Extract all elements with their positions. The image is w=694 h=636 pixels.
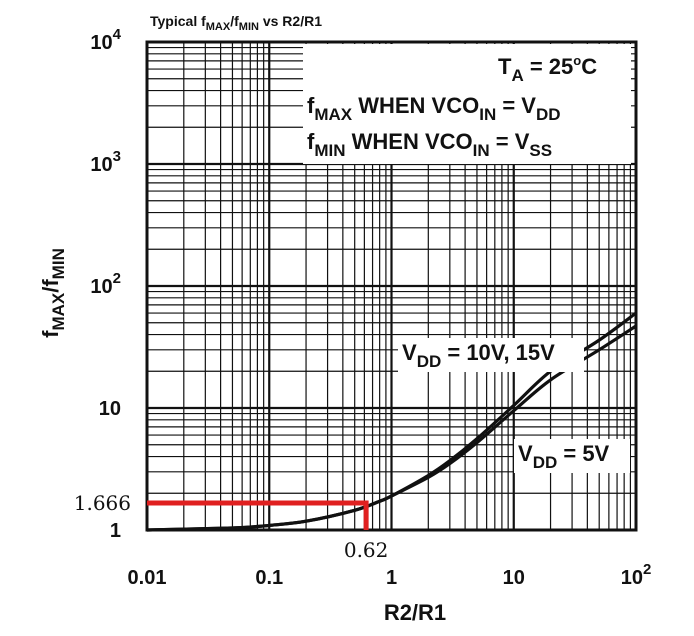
series-label-vdd-5v: VDD = 5V bbox=[518, 441, 610, 472]
y-tick-label: 1 bbox=[110, 520, 121, 542]
x-tick-label: 1 bbox=[386, 567, 397, 589]
marker-group: 0.62 1.666 bbox=[74, 491, 389, 562]
x-tick-labels: 0.01 0.1 1 10 102 bbox=[128, 561, 652, 589]
y-tick-label: 102 bbox=[90, 270, 121, 298]
y-axis-label: fMAX/fMIN bbox=[38, 248, 68, 338]
chart-title: Typical fMAX/fMIN vs R2/R1 bbox=[150, 13, 322, 33]
series-line-2 bbox=[146, 324, 637, 532]
marker-y-label: 1.666 bbox=[74, 491, 131, 515]
x-tick-label: 0.01 bbox=[128, 567, 167, 589]
series-label-bg-2 bbox=[514, 439, 630, 473]
series-label-vdd-10v-15v: VDD = 10V, 15V bbox=[402, 340, 555, 371]
y-tick-labels: 1 10 102 103 104 bbox=[90, 26, 121, 542]
y-tick-label: 104 bbox=[90, 26, 121, 54]
legend-fmin-condition: fMIN WHEN VCOIN = VSS bbox=[307, 129, 552, 160]
legend-temp-bg bbox=[493, 44, 631, 84]
x-tick-label: 102 bbox=[621, 561, 652, 589]
y-tick-label: 103 bbox=[90, 148, 121, 176]
x-axis-label: R2/R1 bbox=[384, 600, 446, 625]
y-tick-label: 10 bbox=[99, 398, 121, 420]
series-label-bg-1 bbox=[398, 338, 584, 372]
legend-temperature: TA = 25oC bbox=[498, 53, 597, 85]
marker-lines bbox=[147, 500, 369, 530]
plot-frame bbox=[145, 40, 638, 532]
x-tick-label: 10 bbox=[503, 567, 525, 589]
series-group bbox=[146, 311, 637, 532]
x-tick-label: 0.1 bbox=[255, 567, 283, 589]
marker-x-label: 0.62 bbox=[344, 538, 389, 562]
legend-fmax-condition: fMAX WHEN VCOIN = VDD bbox=[307, 93, 561, 124]
